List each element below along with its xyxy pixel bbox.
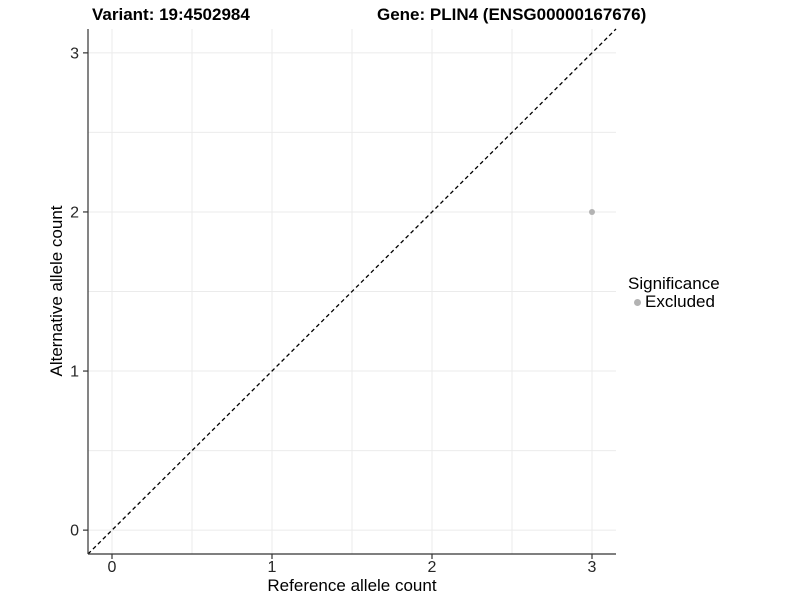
x-tick-label: 3: [588, 559, 597, 576]
legend-item-excluded: Excluded: [634, 293, 720, 311]
y-tick-label: 1: [70, 364, 79, 381]
y-tick-label: 2: [70, 204, 79, 221]
excluded-point-icon: [634, 298, 641, 306]
x-tick-label: 0: [108, 559, 117, 576]
y-tick-label: 3: [70, 45, 79, 62]
y-tick-label: 0: [70, 523, 79, 540]
y-axis-title: Alternative allele count: [47, 205, 66, 377]
identity-reference-line: [87, 28, 617, 555]
data-point: [589, 208, 595, 215]
x-axis-title: Reference allele count: [267, 576, 437, 595]
variant-title: Variant: 19:4502984: [92, 5, 250, 24]
gene-title: Gene: PLIN4 (ENSG00000167676): [377, 5, 647, 24]
x-tick-label: 1: [268, 559, 277, 576]
x-tick-label: 2: [428, 559, 437, 576]
legend-item-label: Excluded: [645, 292, 715, 311]
legend-title: Significance: [628, 274, 720, 293]
legend: Significance Excluded: [628, 274, 720, 311]
